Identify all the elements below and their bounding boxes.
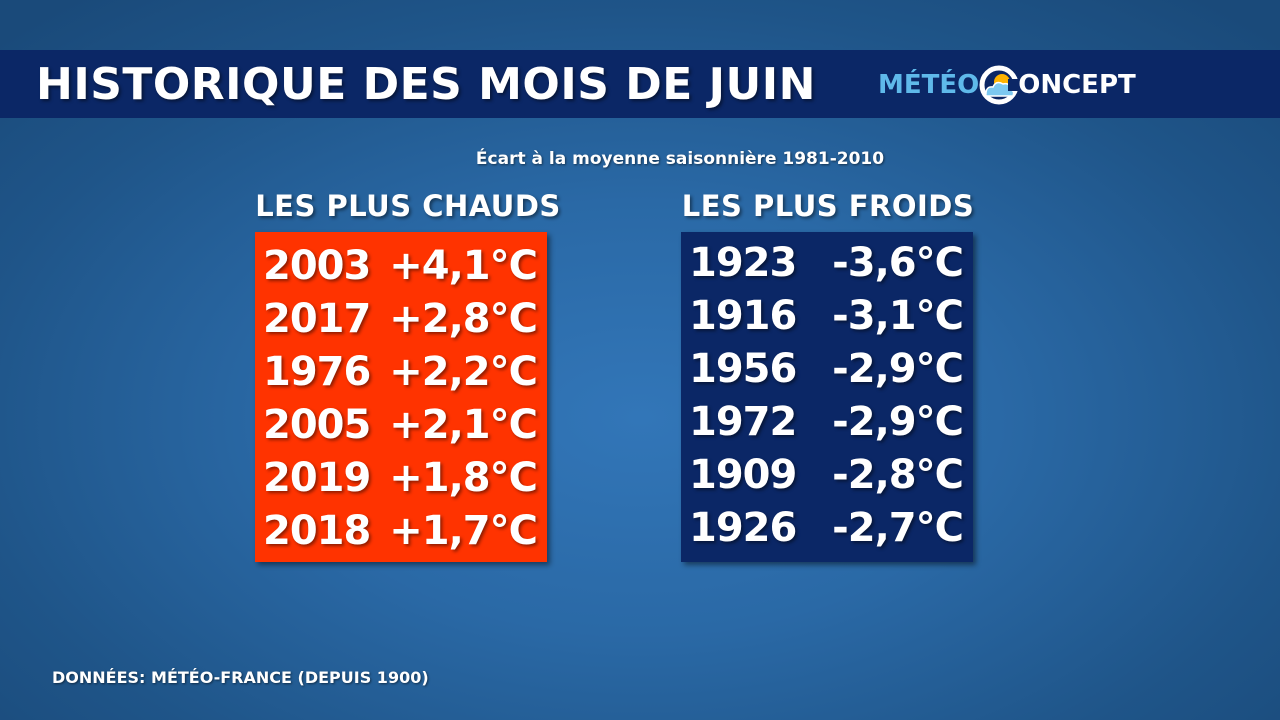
hottest-row: 2005 +2,1°C bbox=[255, 399, 547, 451]
anomaly-value: +1,8°C bbox=[389, 455, 538, 501]
year-label: 1916 bbox=[689, 293, 797, 339]
anomaly-value: +2,1°C bbox=[389, 402, 538, 448]
logo-text-left: MÉTÉO bbox=[878, 70, 980, 100]
anomaly-value: -2,9°C bbox=[832, 346, 964, 392]
coldest-heading: LES PLUS FROIDS bbox=[681, 189, 975, 223]
title-bar bbox=[0, 50, 1280, 118]
year-label: 1972 bbox=[689, 399, 797, 445]
hottest-row: 2019 +1,8°C bbox=[255, 452, 547, 504]
page-title: HISTORIQUE DES MOIS DE JUIN bbox=[36, 59, 816, 110]
anomaly-value: +2,2°C bbox=[389, 349, 538, 395]
year-label: 2018 bbox=[263, 508, 371, 554]
year-label: 2003 bbox=[263, 243, 371, 289]
year-label: 1926 bbox=[689, 505, 797, 551]
year-label: 1956 bbox=[689, 346, 797, 392]
hottest-row: 2018 +1,7°C bbox=[255, 505, 547, 557]
coldest-row: 1909 -2,8°C bbox=[681, 449, 973, 501]
anomaly-value: +4,1°C bbox=[389, 243, 538, 289]
subtitle: Écart à la moyenne saisonnière 1981-2010 bbox=[475, 149, 885, 169]
anomaly-value: -2,7°C bbox=[832, 505, 964, 551]
year-label: 2005 bbox=[263, 402, 371, 448]
year-label: 1909 bbox=[689, 452, 797, 498]
coldest-row: 1956 -2,9°C bbox=[681, 343, 973, 395]
anomaly-value: +1,7°C bbox=[389, 508, 538, 554]
anomaly-value: -2,9°C bbox=[832, 399, 964, 445]
anomaly-value: -2,8°C bbox=[832, 452, 964, 498]
anomaly-value: +2,8°C bbox=[389, 296, 538, 342]
hottest-row: 1976 +2,2°C bbox=[255, 346, 547, 398]
hottest-row: 2017 +2,8°C bbox=[255, 293, 547, 345]
coldest-panel: 1923 -3,6°C 1916 -3,1°C 1956 -2,9°C 1972… bbox=[681, 232, 973, 562]
coldest-row: 1923 -3,6°C bbox=[681, 237, 973, 289]
anomaly-value: -3,6°C bbox=[832, 240, 964, 286]
meteo-concept-logo: MÉTÉO ONCEPT bbox=[878, 62, 1136, 108]
coldest-row: 1916 -3,1°C bbox=[681, 290, 973, 342]
sun-cloud-logo-icon bbox=[979, 65, 1021, 105]
logo-text-right: ONCEPT bbox=[1018, 70, 1136, 100]
year-label: 1976 bbox=[263, 349, 371, 395]
hottest-panel: 2003 +4,1°C 2017 +2,8°C 1976 +2,2°C 2005… bbox=[255, 232, 547, 562]
coldest-row: 1926 -2,7°C bbox=[681, 502, 973, 554]
coldest-row: 1972 -2,9°C bbox=[681, 396, 973, 448]
hottest-heading: LES PLUS CHAUDS bbox=[255, 189, 561, 223]
year-label: 2019 bbox=[263, 455, 371, 501]
anomaly-value: -3,1°C bbox=[832, 293, 964, 339]
year-label: 2017 bbox=[263, 296, 371, 342]
hottest-row: 2003 +4,1°C bbox=[255, 240, 547, 292]
data-source-note: DONNÉES: MÉTÉO-FRANCE (DEPUIS 1900) bbox=[52, 668, 429, 687]
year-label: 1923 bbox=[689, 240, 797, 286]
